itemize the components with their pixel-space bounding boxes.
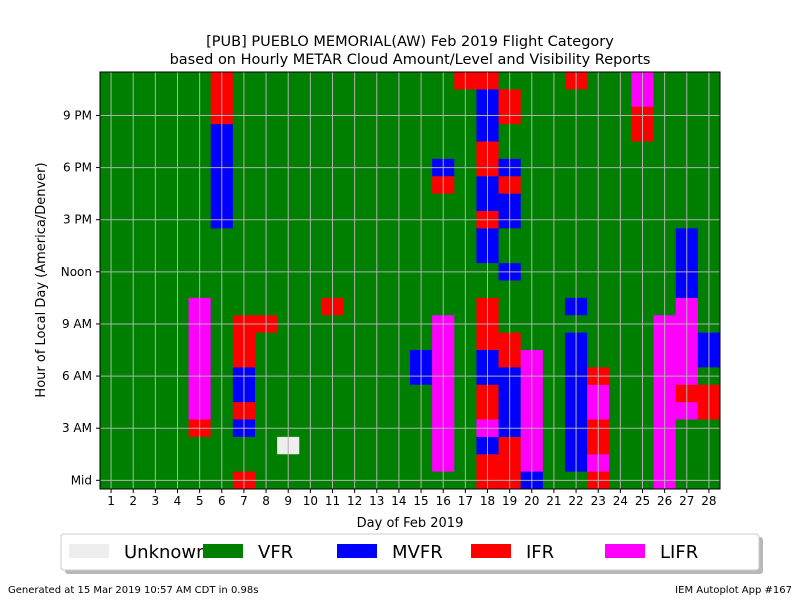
y-tick-label: Noon [61, 265, 92, 279]
legend-box [60, 533, 760, 571]
x-tick-label: 27 [679, 494, 694, 508]
legend-items: Unknown VFR MVFR IFR LIFR [69, 542, 698, 563]
x-tick-label: 16 [436, 494, 451, 508]
plot-area [100, 72, 720, 489]
x-tick-label: 9 [284, 494, 292, 508]
legend-swatch-mvfr [337, 544, 377, 558]
legend-label-lifr: LIFR [660, 542, 698, 563]
x-tick-label: 12 [347, 494, 362, 508]
x-tick-label: 6 [218, 494, 226, 508]
legend-label-vfr: VFR [258, 542, 293, 563]
legend-swatch-vfr [203, 544, 243, 558]
x-tick-label: 13 [369, 494, 384, 508]
y-tick-label: 9 AM [62, 317, 92, 331]
x-tick-label: 8 [262, 494, 270, 508]
y-tick-label: 3 AM [62, 421, 92, 435]
legend: Unknown VFR MVFR IFR LIFR [60, 533, 763, 574]
x-tick-label: 18 [480, 494, 495, 508]
y-tick-label: 6 PM [63, 161, 92, 175]
x-tick-label: 7 [240, 494, 248, 508]
grid-lines [100, 72, 720, 489]
x-tick-label: 17 [458, 494, 473, 508]
x-tick-label: 1 [107, 494, 115, 508]
x-tick-label: 28 [701, 494, 716, 508]
x-tick-label: 3 [152, 494, 160, 508]
x-axis-ticks: 1 2 3 4 5 6 7 8 9 10 11 12 13 14 15 16 17 18 19 20 21 22 23 24 2… [107, 489, 717, 508]
x-tick-label: 15 [413, 494, 428, 508]
x-tick-label: 5 [196, 494, 204, 508]
footer-generated-text: Generated at 15 Mar 2019 10:57 AM CDT in… [8, 585, 259, 596]
x-tick-label: 23 [591, 494, 606, 508]
y-axis-label: Hour of Local Day (America/Denver) [34, 162, 49, 397]
x-tick-label: 24 [613, 494, 628, 508]
plot-frame [99, 71, 721, 490]
legend-label-mvfr: MVFR [392, 542, 443, 563]
x-tick-label: 26 [657, 494, 672, 508]
footer-app-id: IEM Autoplot App #167 [675, 585, 792, 596]
x-tick-label: 2 [129, 494, 137, 508]
x-tick-label: 20 [524, 494, 539, 508]
y-tick-label: 9 PM [63, 108, 92, 122]
y-tick-label: Mid [71, 473, 92, 487]
x-tick-label: 19 [502, 494, 517, 508]
y-axis-ticks: Mid 3 AM 6 AM 9 AM Noon 3 PM 6 PM 9 PM [61, 108, 100, 487]
x-tick-label: 14 [391, 494, 406, 508]
x-tick-label: 22 [568, 494, 583, 508]
legend-swatch-lifr [605, 544, 645, 558]
legend-swatch-unknown [69, 544, 109, 558]
x-axis-label: Day of Feb 2019 [357, 516, 464, 531]
x-tick-label: 4 [174, 494, 182, 508]
x-tick-label: 10 [303, 494, 318, 508]
x-tick-label: 25 [635, 494, 650, 508]
chart-title-line1: [PUB] PUEBLO MEMORIAL(AW) Feb 2019 Fligh… [206, 34, 614, 50]
chart-title-line2: based on Hourly METAR Cloud Amount/Level… [170, 52, 651, 68]
y-tick-label: 3 PM [63, 213, 92, 227]
legend-label-unknown: Unknown [124, 542, 208, 563]
x-tick-label: 21 [546, 494, 561, 508]
legend-swatch-ifr [471, 544, 511, 558]
x-tick-label: 11 [325, 494, 340, 508]
legend-label-ifr: IFR [526, 542, 554, 563]
y-tick-label: 6 AM [62, 369, 92, 383]
